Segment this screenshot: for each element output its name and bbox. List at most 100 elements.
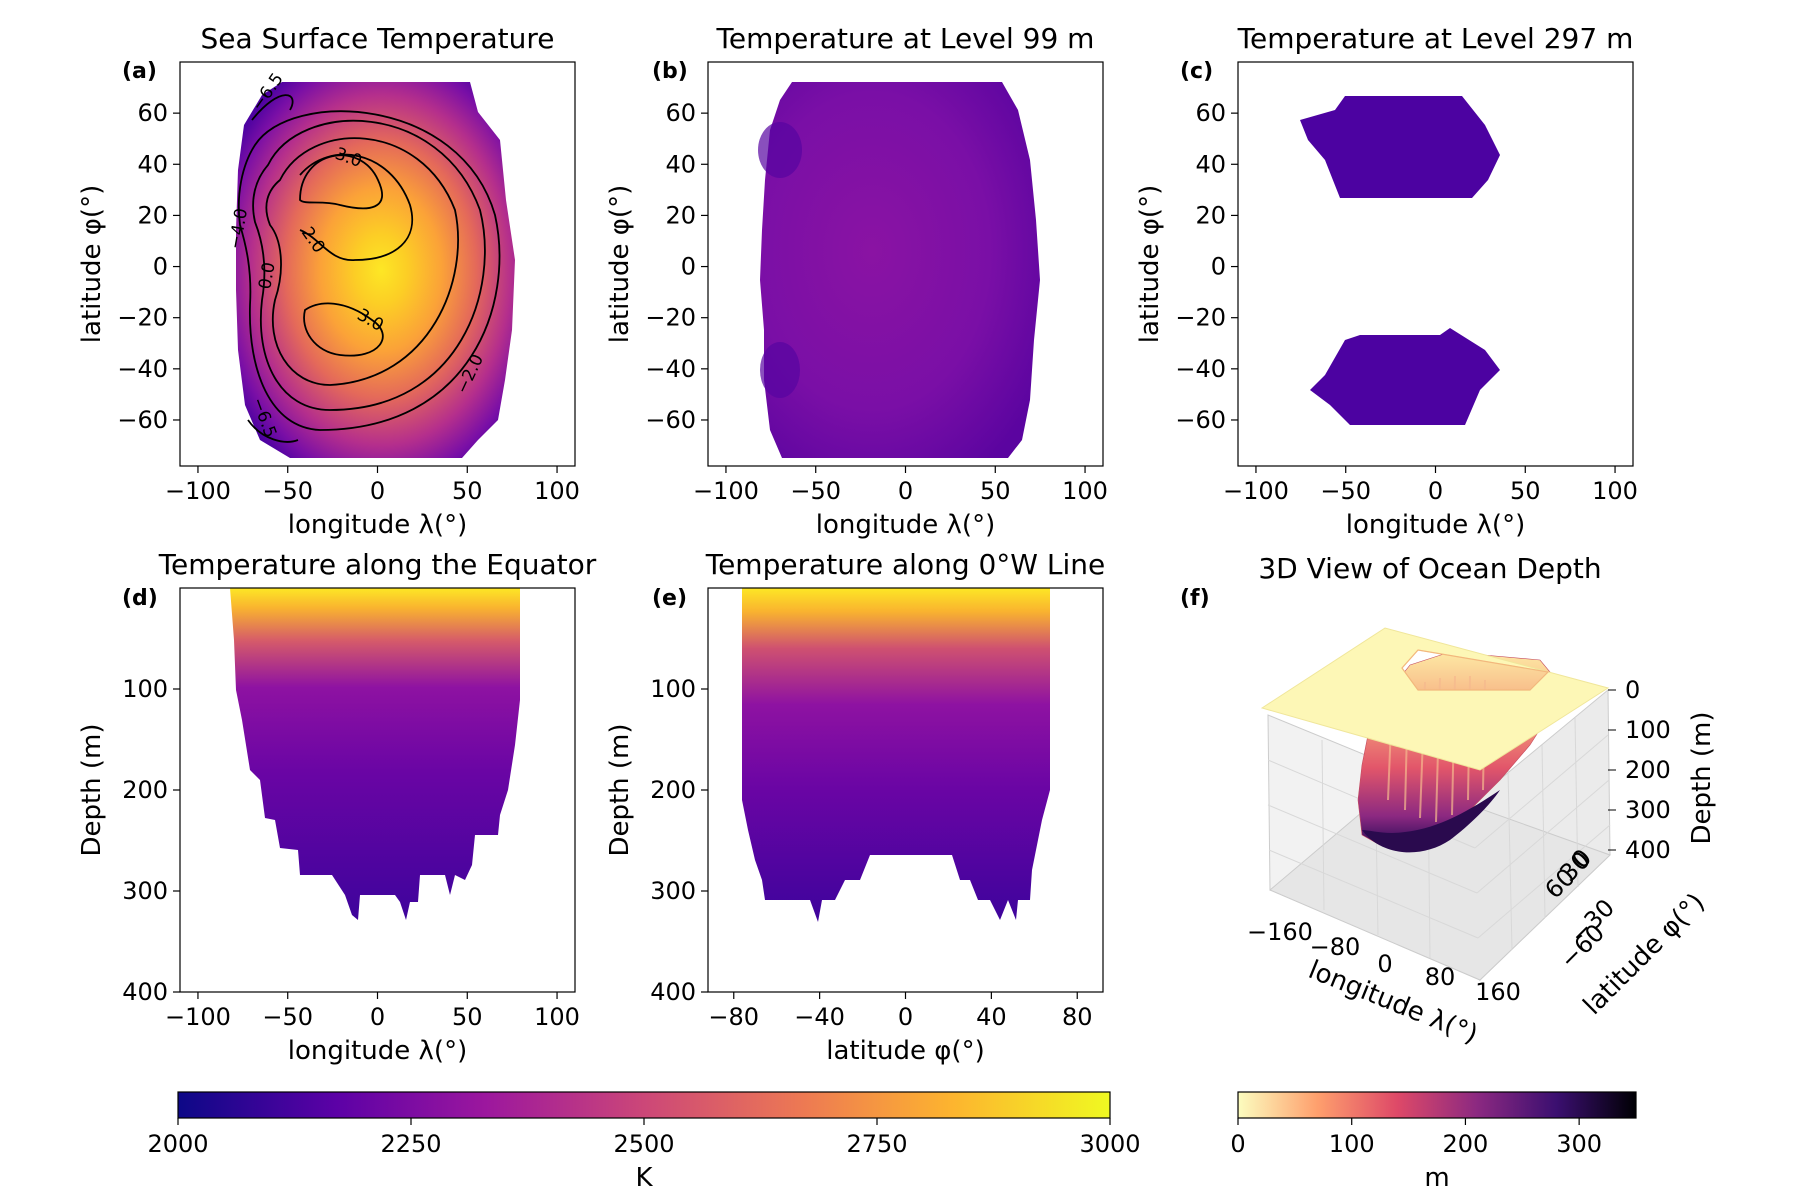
x-tick-label: 80: [1062, 1003, 1093, 1031]
z-tick-label: 300: [1625, 796, 1671, 824]
x-tick-label: 0: [898, 1003, 913, 1031]
x-axis-label: longitude λ(°): [1346, 510, 1525, 540]
x-tick-label: 0: [1428, 477, 1443, 505]
colorbar-tick-label: 2250: [380, 1130, 441, 1158]
y-tick-label: −40: [117, 355, 168, 383]
colorbar-tick-label: 100: [1329, 1130, 1375, 1158]
y-tick-label: 60: [1195, 99, 1226, 127]
y-tick-label: 20: [665, 201, 696, 229]
basin-floor: [1362, 790, 1500, 853]
x-tick-label: −50: [262, 477, 313, 505]
x-tick-label: −50: [262, 1003, 313, 1031]
panel-f: [1260, 627, 1611, 982]
colorbar-tick-label: 300: [1556, 1130, 1602, 1158]
cool-patch: [758, 122, 802, 178]
colorbar-tick-label: 2000: [147, 1130, 208, 1158]
y-tick-label: 0: [153, 253, 168, 281]
x-tick-label: −50: [790, 477, 841, 505]
y-tick-label: 60: [137, 99, 168, 127]
panel-d: [230, 588, 520, 920]
panel-label: (a): [122, 59, 157, 84]
y-tick-label: −20: [645, 304, 696, 332]
y-axis-label: latitude φ(°): [1135, 185, 1165, 343]
x-tick-label: 100: [1062, 477, 1108, 505]
y-tick-label: −60: [645, 406, 696, 434]
x-tick-label: −50: [1320, 477, 1371, 505]
axes-c: Temperature at Level 297 m −100 −50 0 50 100 6…: [1135, 22, 1638, 540]
z-tick-label: 100: [1625, 716, 1671, 744]
level-297-south: [1310, 328, 1500, 425]
floor-pane: [1269, 779, 1611, 981]
x-tick-label: 80: [1425, 963, 1456, 991]
equator-section: [230, 588, 520, 920]
meridian-section: [742, 588, 1050, 922]
x-tick-label: −100: [165, 1003, 231, 1031]
x-tick-label: 40: [976, 1003, 1007, 1031]
cool-patch: [760, 342, 800, 398]
y-tick-label: 20: [1195, 201, 1226, 229]
x-tick-label: −100: [165, 477, 231, 505]
axes-a: Sea Surface Temperature −100 −50 0 50 100 60 40…: [77, 22, 580, 540]
panel-title: 3D View of Ocean Depth: [1258, 552, 1601, 585]
panel-e: [742, 588, 1050, 922]
y-tick-label: 40: [665, 150, 696, 178]
colorbar-tick-label: 200: [1443, 1130, 1489, 1158]
y-tick-label: 400: [122, 978, 168, 1006]
y-tick-label: 40: [137, 150, 168, 178]
x-tick-label: 160: [1475, 978, 1521, 1006]
x-tick-label: 0: [370, 477, 385, 505]
x-axis-label: latitude φ(°): [826, 1036, 984, 1066]
x-tick-label: 0: [1377, 950, 1392, 978]
y-tick-label: 0: [1211, 253, 1226, 281]
y-tick-label: 200: [122, 776, 168, 804]
panel-title: Temperature at Level 99 m: [716, 22, 1095, 55]
colorbar-gradient: [177, 1091, 1111, 1119]
colorbar-tick-label: 0: [1230, 1130, 1245, 1158]
x-axis-label: longitude λ(°): [288, 510, 467, 540]
y-tick-label: 200: [650, 776, 696, 804]
panel-title: Temperature along 0°W Line: [705, 548, 1106, 581]
y-axis-label: latitude φ(°): [605, 185, 635, 343]
y-tick-label: −40: [645, 355, 696, 383]
panel-c: [1300, 96, 1500, 425]
x-tick-label: 50: [1510, 477, 1541, 505]
x-axis-label: longitude λ(°): [816, 510, 995, 540]
z-tick-label: 400: [1625, 836, 1671, 864]
z-tick-label: 0: [1625, 676, 1640, 704]
sst-contours: [237, 94, 501, 443]
panel-b: [758, 82, 1040, 458]
panel-label: (b): [652, 59, 688, 84]
colorbar-tick-label: 2750: [846, 1130, 907, 1158]
x-tick-label: −100: [1223, 477, 1289, 505]
x-tick-label: 100: [534, 477, 580, 505]
axes-e: Temperature along 0°W Line −80 −40 0 40 80 100…: [605, 548, 1105, 1066]
colorbar-label: m: [1424, 1163, 1449, 1193]
colorbar-depth: 0 100 200 300 m: [1230, 1091, 1637, 1193]
x-tick-label: −80: [708, 1003, 759, 1031]
x-tick-label: 100: [534, 1003, 580, 1031]
z-axis-label: Depth (m): [1687, 711, 1717, 844]
contour-label: 0.0: [255, 261, 279, 291]
y-tick-label: 300: [122, 877, 168, 905]
y-tick-label: −60: [117, 406, 168, 434]
x-tick-label: 50: [452, 1003, 483, 1031]
y-tick-label: 300: [650, 877, 696, 905]
colorbar-label: K: [635, 1163, 653, 1193]
y-tick-label: 100: [122, 675, 168, 703]
panel-title: Temperature along the Equator: [158, 548, 597, 581]
panel-title: Temperature at Level 297 m: [1237, 22, 1634, 55]
y-axis-label: Depth (m): [605, 723, 635, 856]
y-axis-label: Depth (m): [77, 723, 107, 856]
x-tick-label: 100: [1592, 477, 1638, 505]
x-tick-label: −160: [1247, 918, 1313, 946]
colorbar-tick-label: 2500: [613, 1130, 674, 1158]
basin-rim: [1401, 649, 1550, 691]
y-tick-label: −40: [1175, 355, 1226, 383]
panel-label: (f): [1180, 586, 1210, 611]
x-tick-label: 50: [980, 477, 1011, 505]
panel-title: Sea Surface Temperature: [201, 22, 555, 55]
y-tick-label: 400: [650, 978, 696, 1006]
x-tick-label: −80: [1310, 933, 1361, 961]
level-297-north: [1300, 96, 1500, 198]
panel-label: (d): [122, 586, 158, 611]
